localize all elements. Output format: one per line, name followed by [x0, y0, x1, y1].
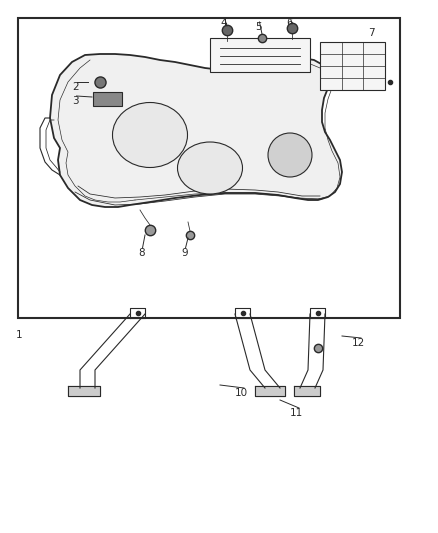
Text: 11: 11 — [290, 408, 303, 418]
Text: 2: 2 — [72, 82, 79, 92]
Text: 8: 8 — [138, 248, 145, 258]
Text: 5: 5 — [255, 22, 261, 32]
Bar — [93, 92, 122, 106]
Bar — [210, 38, 310, 72]
Polygon shape — [294, 386, 320, 396]
Polygon shape — [50, 54, 342, 207]
Text: 7: 7 — [368, 28, 374, 38]
Ellipse shape — [177, 142, 243, 194]
Text: 4: 4 — [220, 18, 226, 28]
Text: 1: 1 — [16, 330, 23, 340]
Ellipse shape — [268, 133, 312, 177]
Bar — [320, 42, 385, 90]
Text: 10: 10 — [235, 388, 248, 398]
Bar — [18, 18, 400, 318]
Polygon shape — [68, 386, 100, 396]
Ellipse shape — [113, 102, 187, 167]
Polygon shape — [255, 386, 285, 396]
Text: 6: 6 — [286, 18, 293, 28]
Text: 9: 9 — [181, 248, 187, 258]
Text: 12: 12 — [352, 338, 365, 348]
Text: 3: 3 — [72, 96, 79, 106]
